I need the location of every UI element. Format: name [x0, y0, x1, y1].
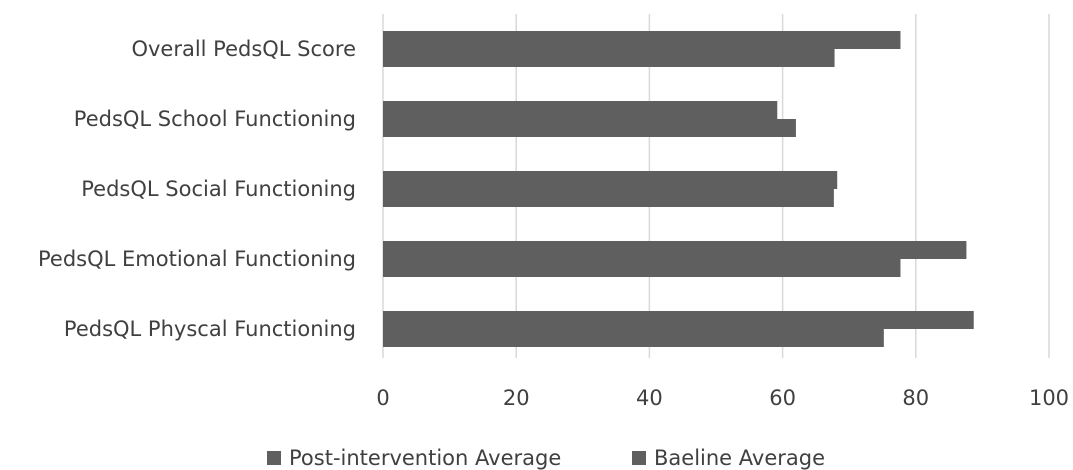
- category-label: PedsQL School Functioning: [74, 107, 356, 131]
- legend: Post-intervention Average Baeline Averag…: [267, 446, 825, 470]
- bar-baseline: [383, 189, 834, 207]
- x-axis-ticks: 0 20 40 60 80 100: [376, 386, 1069, 410]
- x-tick-label: 100: [1029, 386, 1069, 410]
- category-labels: Overall PedsQL Score PedsQL School Functi…: [38, 37, 356, 341]
- bar-baseline: [383, 329, 884, 347]
- bar-post-intervention: [383, 241, 967, 259]
- category-label: PedsQL Social Functioning: [81, 177, 356, 201]
- bar-baseline: [383, 49, 835, 67]
- bar-post-intervention: [383, 171, 838, 189]
- category-label: PedsQL Emotional Functioning: [38, 247, 356, 271]
- x-tick-label: 80: [902, 386, 929, 410]
- category-label: PedsQL Physcal Functioning: [64, 317, 356, 341]
- legend-label-post-intervention: Post-intervention Average: [289, 446, 561, 470]
- x-tick-label: 60: [769, 386, 796, 410]
- legend-swatch-post-intervention: [267, 451, 281, 465]
- bar-baseline: [383, 119, 796, 137]
- legend-swatch-baseline: [632, 451, 646, 465]
- bar-post-intervention: [383, 31, 901, 49]
- bar-post-intervention: [383, 311, 974, 329]
- bar-baseline: [383, 259, 901, 277]
- x-tick-label: 20: [503, 386, 530, 410]
- x-tick-label: 40: [636, 386, 663, 410]
- category-label: Overall PedsQL Score: [131, 37, 356, 61]
- legend-label-baseline: Baeline Average: [654, 446, 825, 470]
- bars: [383, 31, 974, 347]
- bar-post-intervention: [383, 101, 778, 119]
- x-tick-label: 0: [376, 386, 389, 410]
